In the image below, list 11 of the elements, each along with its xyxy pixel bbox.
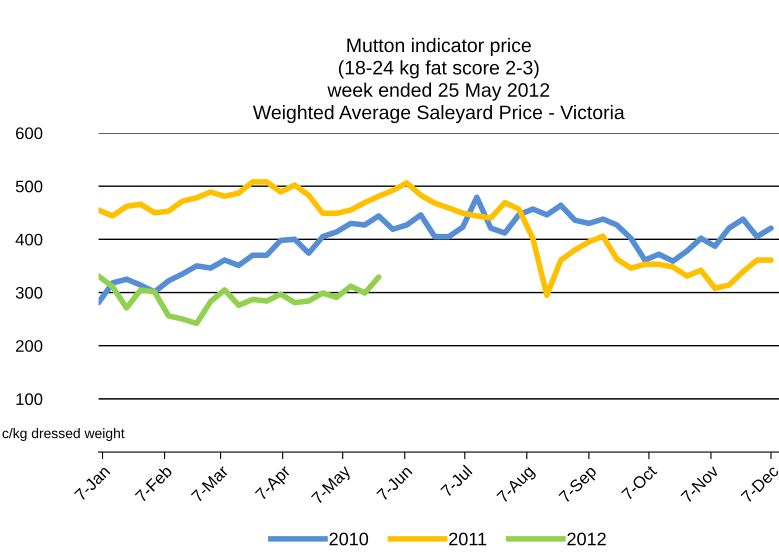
y-tick-label: 600 [16,127,42,140]
legend-label: 2012 [567,532,606,546]
y-axis-title: c/kg dressed weight [2,428,125,441]
y-tick-label: 400 [16,234,42,246]
legend-label: 2011 [449,532,486,546]
y-tick-label: 500 [16,180,42,192]
y-tick-label: 100 [16,393,42,406]
y-tick-label: 300 [16,286,42,299]
y-tick-label: 200 [16,340,42,352]
legend-label: 2010 [330,532,368,546]
chart-title: Mutton indicator price (18-24 kg fat score 2-3) week ended 25 May 2012 Weighted Average Saleyard Price - Victoria [252,38,625,124]
